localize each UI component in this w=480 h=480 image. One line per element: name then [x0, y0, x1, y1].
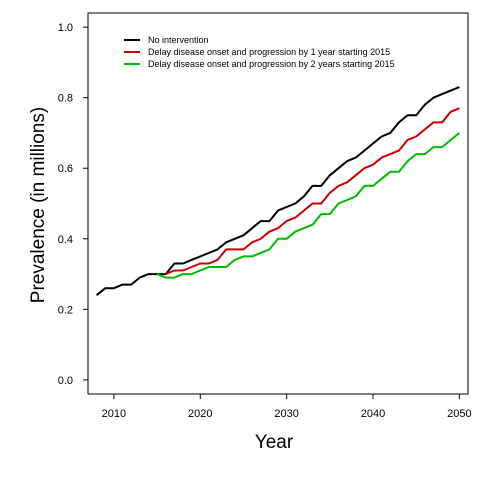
- series-layer: [95, 86, 461, 296]
- y-tick-label: 0.0: [58, 375, 73, 387]
- y-axis: 0.0 0.2 0.4 0.6 0.8 1.0: [58, 22, 88, 387]
- y-axis-title: Prevalence (in millions): [28, 107, 49, 303]
- x-tick-label: 2040: [361, 408, 385, 420]
- x-tick-label: 2050: [447, 408, 471, 420]
- legend: No intervention Delay disease onset and p…: [124, 35, 395, 69]
- y-tick-label: 0.6: [58, 163, 73, 175]
- series-line-0: [95, 86, 460, 296]
- y-tick-label: 0.2: [58, 304, 73, 316]
- x-tick-label: 2030: [274, 408, 298, 420]
- x-axis: 2010 2020 2030 2040 2050: [102, 394, 472, 420]
- x-tick-label: 2020: [188, 408, 212, 420]
- series-line-1: [165, 107, 460, 276]
- legend-label-0: No intervention: [148, 35, 209, 45]
- y-tick-label: 0.4: [58, 234, 73, 246]
- x-tick-label: 2010: [102, 408, 126, 420]
- y-tick-label: 1.0: [58, 22, 73, 34]
- y-tick-label: 0.8: [58, 93, 73, 105]
- series-line-2: [156, 132, 461, 279]
- x-axis-title: Year: [255, 432, 294, 453]
- legend-label-2: Delay disease onset and progression by 2…: [148, 59, 395, 69]
- legend-label-1: Delay disease onset and progression by 1…: [148, 47, 390, 57]
- plot-frame: [87, 12, 469, 395]
